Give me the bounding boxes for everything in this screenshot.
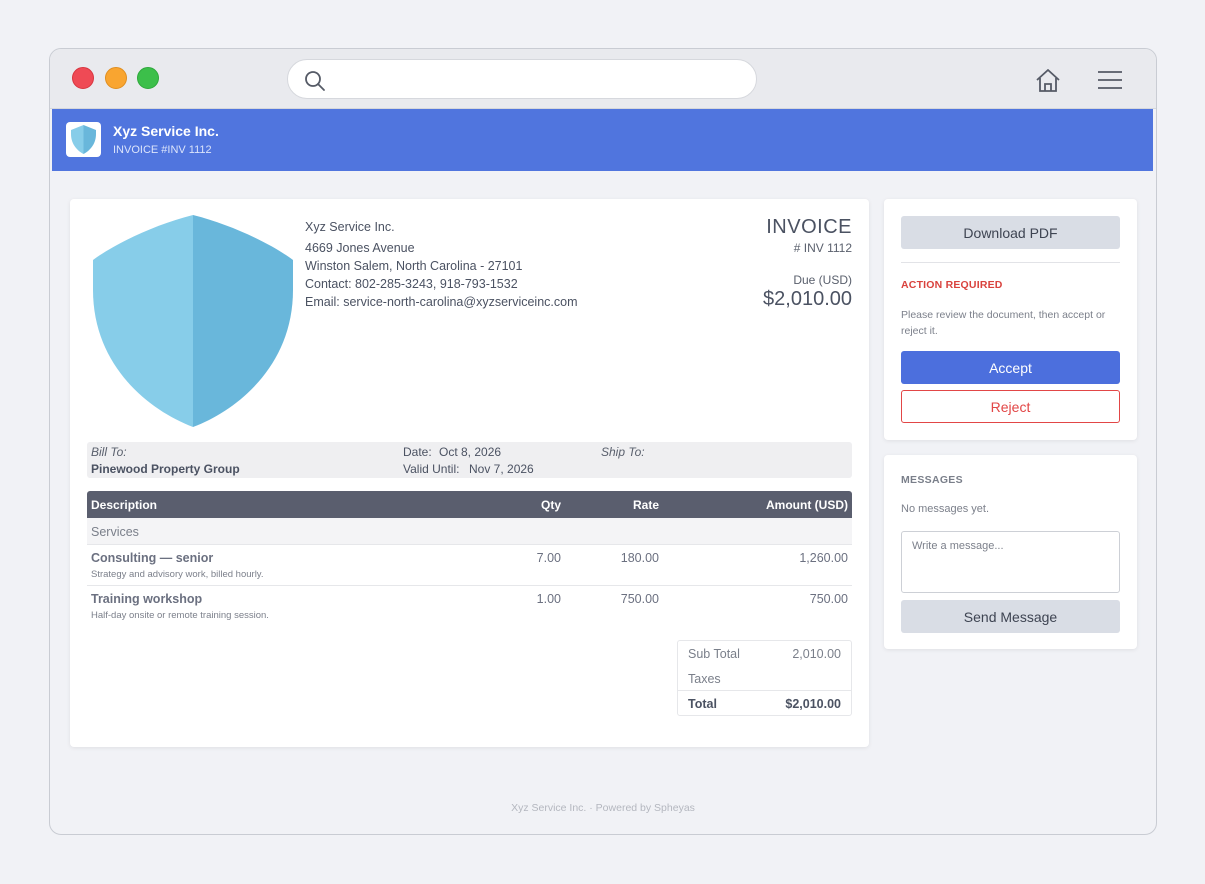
messages-empty-text: No messages yet.: [901, 503, 990, 515]
action-required-label: ACTION REQUIRED: [901, 279, 1003, 291]
brand-name: Xyz Service Inc.: [113, 123, 219, 139]
item-rate: 750.00: [620, 592, 659, 606]
address-bar[interactable]: [287, 59, 757, 99]
col-rate: Rate: [632, 498, 659, 512]
company-address: Xyz Service Inc. 4669 Jones Avenue Winst…: [305, 218, 578, 311]
shield-logo-icon: [93, 215, 293, 427]
maximize-window-button[interactable]: [137, 67, 159, 89]
table-header: Description Qty Rate Amount (USD): [87, 491, 852, 518]
valid-until-label: Valid Until:: [403, 462, 460, 476]
company-email: Email: service-north-carolina@xyzservice…: [305, 295, 578, 309]
taxes-label: Taxes: [688, 672, 721, 686]
line-items-table: Description Qty Rate Amount (USD) Servic…: [87, 491, 852, 627]
subtotal-label: Sub Total: [688, 647, 740, 661]
invoice-number: # INV 1112: [793, 241, 852, 255]
close-window-button[interactable]: [72, 67, 94, 89]
item-qty: 1.00: [536, 592, 561, 606]
shield-icon: [71, 125, 96, 154]
col-description: Description: [91, 498, 158, 512]
item-qty: 7.00: [536, 551, 561, 565]
col-amount: Amount (USD): [766, 498, 848, 512]
message-input[interactable]: [901, 531, 1120, 593]
totals-box: Sub Total 2,010.00 Taxes Total $2,010.00: [677, 640, 852, 716]
taxes-row: Taxes: [678, 666, 851, 691]
ship-to-label: Ship To:: [601, 445, 645, 459]
total-label: Total: [688, 697, 717, 711]
bill-to-label: Bill To:: [91, 445, 127, 459]
brand-header: Xyz Service Inc. INVOICE #INV 1112: [52, 109, 1153, 171]
divider: [901, 262, 1120, 263]
table-row: Training workshop Half-day onsite or rem…: [87, 586, 852, 627]
actions-card: Download PDF ACTION REQUIRED Please revi…: [884, 199, 1137, 440]
subtotal-row: Sub Total 2,010.00: [678, 641, 851, 666]
minimize-window-button[interactable]: [105, 67, 127, 89]
group-label: Services: [91, 525, 139, 539]
invoice-title: INVOICE: [766, 216, 852, 238]
total-row: Total $2,010.00: [678, 690, 851, 715]
invoice-card: Xyz Service Inc. 4669 Jones Avenue Winst…: [70, 199, 869, 747]
search-icon: [304, 70, 326, 97]
browser-toolbar: [50, 49, 1156, 109]
company-contact: Contact: 802-285-3243, 918-793-1532: [305, 277, 518, 291]
accept-button[interactable]: Accept: [901, 351, 1120, 384]
messages-card: MESSAGES No messages yet. Send Message: [884, 455, 1137, 649]
total-value: $2,010.00: [785, 697, 841, 711]
valid-until-value: Nov 7, 2026: [469, 462, 534, 476]
col-qty: Qty: [540, 498, 561, 512]
item-desc: Strategy and advisory work, billed hourl…: [91, 569, 264, 580]
item-amount: 1,260.00: [799, 551, 848, 565]
browser-window: Xyz Service Inc. INVOICE #INV 1112 Xyz S…: [49, 48, 1157, 835]
download-pdf-button[interactable]: Download PDF: [901, 216, 1120, 249]
messages-heading: MESSAGES: [901, 474, 963, 486]
subtotal-value: 2,010.00: [792, 647, 841, 661]
table-row: Consulting — senior Strategy and advisor…: [87, 545, 852, 586]
company-city: Winston Salem, North Carolina - 27101: [305, 259, 523, 273]
company-street: 4669 Jones Avenue: [305, 241, 415, 255]
item-desc: Half-day onsite or remote training sessi…: [91, 610, 269, 621]
group-row: Services: [87, 518, 852, 545]
home-icon[interactable]: [1034, 67, 1062, 98]
send-message-button[interactable]: Send Message: [901, 600, 1120, 633]
date-value: Oct 8, 2026: [439, 445, 502, 459]
item-name: Training workshop: [91, 592, 203, 606]
company-name: Xyz Service Inc.: [305, 220, 395, 234]
item-name: Consulting — senior: [91, 551, 214, 565]
bill-to-value: Pinewood Property Group: [91, 462, 240, 476]
item-rate: 180.00: [620, 551, 659, 565]
due-label: Due (USD): [793, 273, 852, 287]
action-required-message: Please review the document, then accept …: [901, 309, 1106, 337]
reject-button[interactable]: Reject: [901, 390, 1120, 423]
footer-text: Xyz Service Inc. · Powered by Spheyas: [511, 802, 695, 814]
hamburger-menu-icon[interactable]: [1097, 70, 1123, 95]
invoice-info-bar: Bill To: Pinewood Property Group Date: O…: [87, 442, 852, 478]
date-label: Date:: [403, 445, 432, 459]
item-amount: 750.00: [809, 592, 848, 606]
invoice-subtitle: INVOICE #INV 1112: [113, 144, 212, 156]
due-amount: $2,010.00: [763, 288, 852, 310]
brand-logo: [66, 122, 101, 157]
